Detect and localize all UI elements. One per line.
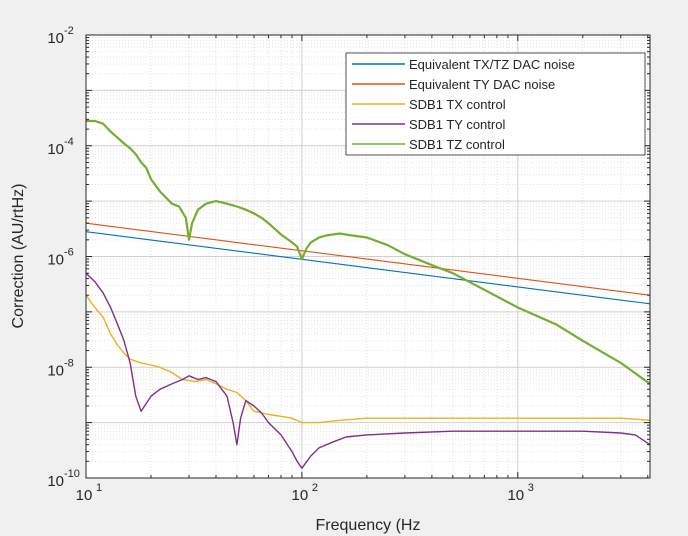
legend-label-3: SDB1 TX control (409, 97, 506, 112)
y-tick-label-exponent: -10 (64, 468, 80, 480)
legend: Equivalent TX/TZ DAC noise Equivalent TY … (345, 52, 646, 156)
y-tick-label: 10 (47, 141, 64, 158)
y-tick-label: 10 (47, 473, 64, 490)
y-axis-label: Correction (AU/rtHz) (10, 184, 27, 329)
x-tick-label: 10 (76, 487, 93, 504)
y-tick-label-exponent: -8 (64, 357, 74, 369)
x-tick-label: 10 (292, 487, 309, 504)
y-tick-label: 10 (47, 252, 64, 269)
series-line-1 (86, 231, 650, 305)
y-tick-label-exponent: -2 (64, 25, 74, 37)
x-tick-label-exponent: 3 (528, 482, 534, 494)
x-tick-label-exponent: 1 (96, 482, 102, 494)
y-tick-label: 10 (47, 362, 64, 379)
series-line-2 (86, 222, 650, 296)
y-tick-label: 10 (47, 30, 64, 47)
x-tick-label: 10 (507, 487, 524, 504)
y-tick-label-exponent: -6 (64, 247, 74, 259)
y-tick-label-exponent: -4 (64, 136, 74, 148)
x-tick-label-exponent: 2 (312, 482, 318, 494)
series-line-4 (86, 272, 650, 469)
tick-labels: 10 1 10 2 10 310 -210 -410 -610 -810 -10 (47, 25, 534, 504)
legend-label-1: Equivalent TX/TZ DAC noise (409, 57, 575, 72)
series-layer (86, 119, 650, 469)
legend-label-4: SDB1 TY control (409, 117, 505, 132)
legend-label-2: Equivalent TY DAC noise (409, 77, 555, 92)
x-axis-label: Frequency (Hz (316, 517, 421, 534)
series-line-3 (86, 294, 650, 424)
tick-marks (85, 35, 650, 479)
legend-label-5: SDB1 TZ control (409, 137, 505, 152)
series-line-5 (86, 119, 650, 385)
